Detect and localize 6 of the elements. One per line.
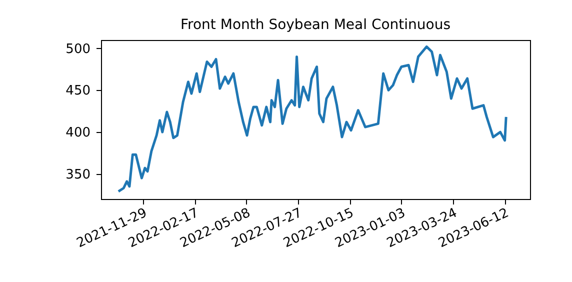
y-tick-label: 450 (66, 84, 90, 99)
chart-title: Front Month Soybean Meal Continuous (180, 17, 451, 33)
line-series (117, 45, 508, 193)
y-tick-label: 350 (66, 167, 90, 182)
y-tick-label: 500 (66, 42, 90, 57)
y-tick-label: 400 (66, 126, 90, 141)
